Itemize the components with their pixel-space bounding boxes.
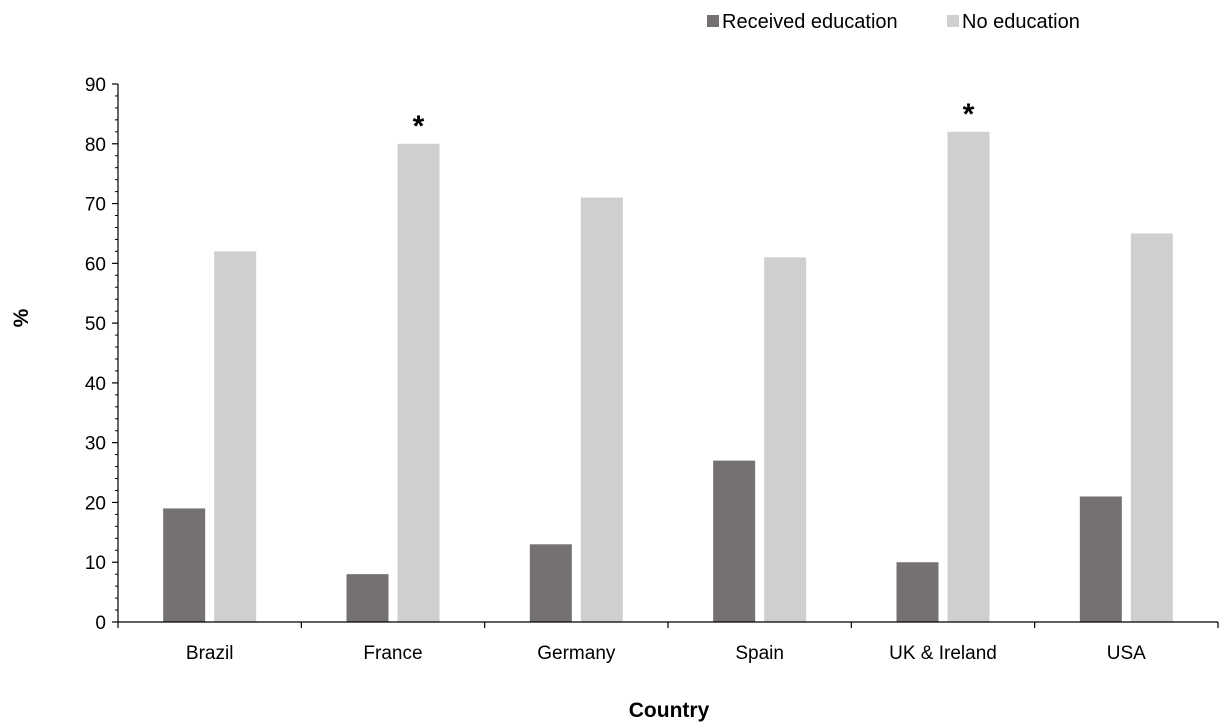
bar-no-education-spain: [764, 257, 807, 622]
significance-annotation: *: [413, 110, 425, 143]
bar-received-usa: [1079, 496, 1122, 622]
legend: Received education No education: [707, 11, 1080, 33]
significance-annotation: *: [963, 98, 975, 131]
x-tick-label: UK & Ireland: [889, 643, 997, 664]
bar-received-brazil: [163, 508, 206, 622]
x-tick-label: Spain: [735, 643, 784, 664]
x-tick-label: France: [363, 643, 422, 664]
x-tick-label: Germany: [537, 643, 616, 664]
y-tick-label: 30: [85, 434, 106, 455]
bar-received-france: [346, 574, 389, 622]
axes: Brazil France Germany Spain UK & Ireland USA 0…: [85, 75, 1219, 664]
legend-label: Received education: [722, 11, 898, 33]
x-axis-title: Country: [629, 699, 710, 722]
bar-no-education-uk-ireland: [947, 131, 990, 623]
legend-swatch: [947, 15, 959, 27]
y-tick-label: 10: [85, 553, 106, 574]
y-tick-label: 20: [85, 493, 106, 514]
bar-no-education-usa: [1130, 233, 1173, 622]
bar-received-uk-ireland: [896, 562, 939, 622]
x-tick-label: USA: [1107, 643, 1146, 664]
bar-received-germany: [529, 544, 572, 622]
y-tick-label: 90: [85, 75, 106, 96]
legend-label: No education: [962, 11, 1080, 33]
x-tick-label: Brazil: [186, 643, 234, 664]
legend-swatch: [707, 15, 719, 27]
y-tick-label: 50: [85, 314, 106, 335]
bar-no-education-germany: [580, 197, 623, 623]
y-tick-label: 60: [85, 254, 106, 275]
annotations: * *: [413, 98, 975, 143]
bar-no-education-france: [397, 143, 440, 622]
y-tick-label: 80: [85, 135, 106, 156]
y-axis-title: %: [10, 308, 33, 327]
y-tick-label: 40: [85, 374, 106, 395]
bar-no-education-brazil: [214, 251, 257, 622]
bar-received-spain: [713, 460, 756, 622]
bars: [163, 131, 1173, 623]
y-tick-label: 0: [95, 613, 106, 634]
y-tick-label: 70: [85, 195, 106, 216]
